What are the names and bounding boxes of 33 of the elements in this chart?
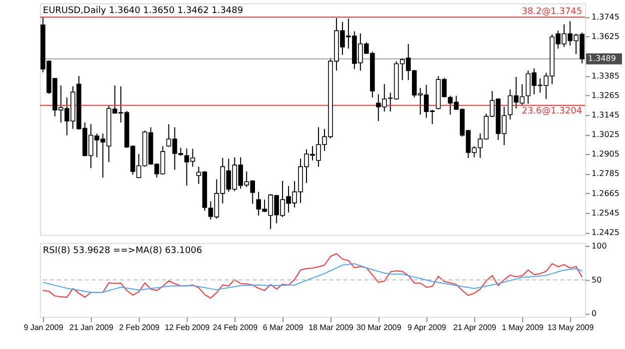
x-tick-label: 1 May 2009 — [502, 323, 544, 332]
line-series — [42, 253, 583, 299]
y-tick-label: 1.2665 — [592, 188, 620, 198]
y-tick-label: 1.3265 — [592, 90, 620, 100]
x-tick-label: 12 Feb 2009 — [164, 323, 210, 332]
x-tick-label: 30 Mar 2009 — [356, 323, 402, 332]
ref-line-label: 38.2@1.3745 — [522, 7, 582, 18]
x-tick-label: 24 Feb 2009 — [212, 323, 258, 332]
x-tick-label: 18 Mar 2009 — [308, 323, 354, 332]
x-tick-label: 9 Apr 2009 — [408, 323, 447, 332]
y-tick-label: 1.3385 — [592, 71, 620, 80]
x-tick-label: 2 Feb 2009 — [119, 323, 160, 332]
y-tick-label: 50 — [592, 275, 602, 284]
x-tick-label: 13 May 2009 — [548, 323, 594, 332]
x-tick-label: 6 Mar 2009 — [262, 323, 304, 332]
y-tick-label: 1.3145 — [592, 110, 620, 120]
y-tick-label: 1.2425 — [592, 228, 620, 237]
x-tick-label: 21 Jan 2009 — [69, 323, 114, 332]
y-tick-label: 1.2785 — [592, 169, 620, 178]
y-tick-label: 100 — [592, 242, 607, 251]
y-tick-label: 0 — [592, 308, 597, 318]
line-series — [42, 263, 583, 293]
chart-title: RSI(8) 53.9628 ==>MA(8) 63.1006 — [42, 246, 202, 256]
chart-title: EURUSD,Daily 1.3640 1.3650 1.3462 1.3489 — [42, 6, 244, 16]
y-tick-label: 1.3745 — [592, 12, 620, 22]
y-tick-label: 1.2905 — [592, 150, 620, 159]
y-tick-label: 1.2545 — [592, 208, 620, 218]
ref-line-label: 23.6@1.3204 — [522, 106, 582, 116]
x-tick-label: 21 Apr 2009 — [453, 323, 497, 332]
x-tick-label: 9 Jan 2009 — [24, 323, 64, 332]
ref-line-label: 1.3489 — [588, 54, 616, 63]
y-tick-label: 1.3625 — [592, 32, 620, 42]
y-tick-label: 1.3025 — [592, 130, 620, 140]
